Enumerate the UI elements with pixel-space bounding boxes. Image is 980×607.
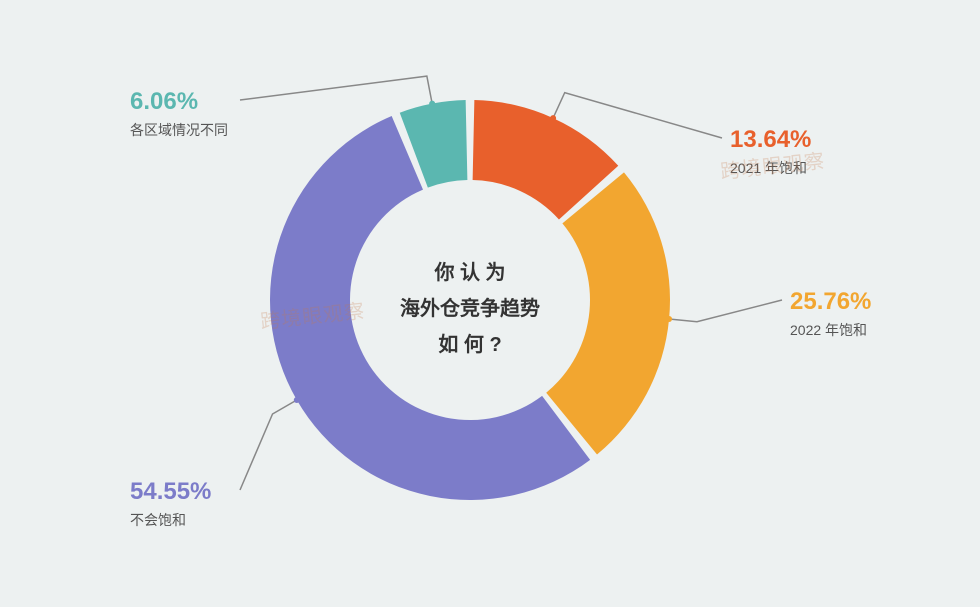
center-line: 你 认 为 xyxy=(350,255,590,291)
leader-dot xyxy=(429,101,435,107)
callout: 13.64% 2021 年饱和 xyxy=(730,128,811,178)
callout-percent: 25.76% xyxy=(790,290,871,314)
leader-line xyxy=(669,300,782,322)
callout-percent: 13.64% xyxy=(730,128,811,152)
callout: 54.55% 不会饱和 xyxy=(130,480,211,530)
callout-label: 2021 年饱和 xyxy=(730,158,811,178)
callout-label: 各区域情况不同 xyxy=(130,120,228,140)
leader-dot xyxy=(666,316,672,322)
leader-line xyxy=(240,76,432,103)
callout-percent: 54.55% xyxy=(130,480,211,504)
callout-label: 2022 年饱和 xyxy=(790,320,871,340)
leader-dot xyxy=(294,397,300,403)
callout: 25.76% 2022 年饱和 xyxy=(790,290,871,340)
callout-percent: 6.06% xyxy=(130,90,228,114)
chart-stage: 你 认 为海外仓竞争趋势如 何 ? 13.64% 2021 年饱和 25.76% 20… xyxy=(0,0,980,607)
center-line: 如 何 ? xyxy=(350,327,590,363)
callout: 6.06% 各区域情况不同 xyxy=(130,90,228,140)
center-line: 海外仓竞争趋势 xyxy=(350,291,590,327)
leader-line xyxy=(553,93,722,138)
leader-dot xyxy=(550,115,556,121)
leader-line xyxy=(240,400,297,490)
center-question: 你 认 为海外仓竞争趋势如 何 ? xyxy=(350,255,590,363)
callout-label: 不会饱和 xyxy=(130,510,211,530)
